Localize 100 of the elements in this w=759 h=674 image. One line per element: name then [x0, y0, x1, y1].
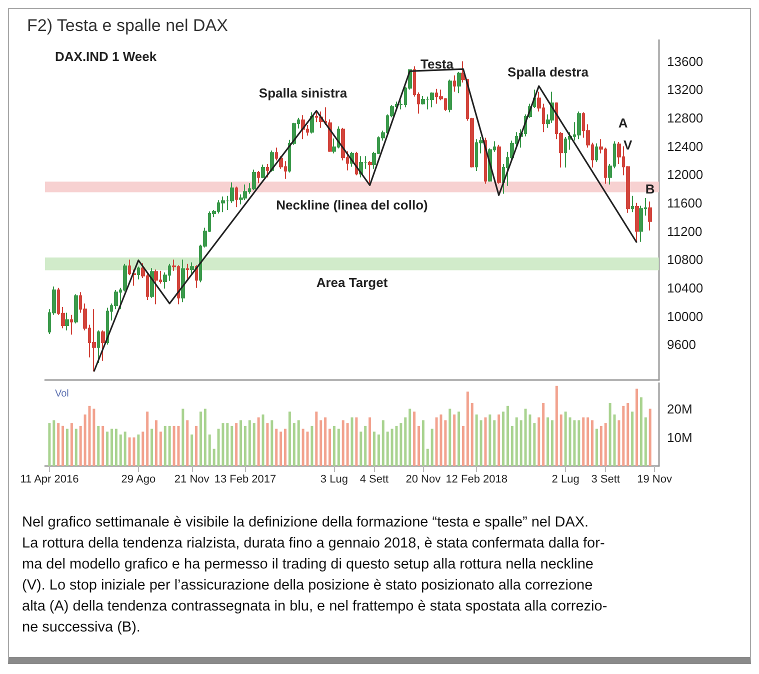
- candlestick: [635, 202, 639, 242]
- y-tick-label: 12800: [667, 110, 704, 126]
- bar: [626, 403, 630, 466]
- bar: [430, 428, 434, 466]
- candlestick: [132, 269, 136, 286]
- bar: [52, 420, 56, 466]
- candlestick: [70, 314, 73, 336]
- bar: [132, 437, 136, 466]
- candlestick: [448, 79, 452, 113]
- candlestick: [261, 164, 265, 179]
- bar: [578, 420, 580, 466]
- y-tick-label: 11200: [667, 224, 702, 239]
- bar: [506, 406, 509, 466]
- bar: [550, 420, 554, 466]
- bar: [498, 414, 500, 466]
- bar: [631, 412, 634, 466]
- bar: [97, 426, 100, 466]
- x-tick-label: 11 Apr 2016: [20, 474, 79, 486]
- candlestick: [252, 169, 256, 191]
- bar: [426, 448, 429, 466]
- candlestick: [288, 139, 291, 173]
- y-tick-label: 10800: [667, 252, 704, 268]
- candlestick: [181, 259, 185, 303]
- candlestick: [430, 92, 434, 108]
- bar: [150, 428, 154, 466]
- bar: [444, 420, 447, 466]
- bar: [510, 426, 514, 466]
- bar: [453, 414, 456, 466]
- bar: [70, 423, 73, 466]
- bar: [154, 420, 158, 466]
- bar: [440, 414, 442, 466]
- bar: [106, 432, 109, 466]
- bar: [137, 434, 140, 466]
- bar: [226, 423, 229, 466]
- band-label: Neckline (linea del collo): [276, 197, 428, 212]
- bar: [280, 432, 282, 466]
- bar: [395, 426, 398, 466]
- candlestick: [310, 112, 314, 134]
- annotation: V: [624, 137, 633, 152]
- bar: [533, 423, 536, 466]
- bar: [542, 403, 545, 466]
- bar: [600, 426, 602, 466]
- bar: [332, 426, 336, 466]
- bar: [342, 420, 344, 466]
- bar: [608, 403, 612, 466]
- bar: [195, 426, 198, 466]
- bar: [92, 408, 96, 466]
- candlestick: [137, 266, 140, 280]
- candlestick: [92, 308, 96, 372]
- bar: [102, 426, 104, 466]
- bar: [462, 426, 464, 466]
- candlestick: [497, 144, 501, 184]
- x-tick-label: 19 Nov: [637, 474, 672, 486]
- x-tick-label: 3 Sett: [591, 474, 620, 486]
- candlestick: [457, 71, 461, 94]
- bar: [257, 417, 260, 466]
- bar: [408, 408, 412, 466]
- candlestick: [453, 74, 456, 92]
- bar: [164, 426, 166, 466]
- bar: [502, 412, 505, 466]
- bar: [159, 432, 162, 466]
- bar: [390, 428, 394, 466]
- bar: [315, 412, 318, 466]
- bar: [648, 408, 652, 466]
- line-series: [93, 68, 638, 372]
- bar: [208, 434, 211, 466]
- bar: [302, 428, 304, 466]
- x-tick-label: 4 Sett: [360, 474, 389, 486]
- bar: [355, 417, 358, 466]
- bar: [368, 417, 372, 466]
- bar: [235, 423, 238, 466]
- bar: [466, 392, 469, 466]
- bar: [458, 412, 460, 466]
- candlestick: [101, 330, 105, 362]
- bar: [168, 426, 171, 466]
- bar: [346, 423, 349, 466]
- bar: [114, 428, 118, 466]
- bar: [337, 428, 340, 466]
- bar: [248, 420, 251, 466]
- y-tick-label: 12400: [667, 138, 704, 154]
- chart-title: F2) Testa e spalle nel DAX: [27, 16, 228, 35]
- bar: [488, 414, 492, 466]
- bar: [288, 412, 291, 466]
- y-tick-label: 12000: [667, 167, 704, 182]
- bar: [377, 434, 380, 466]
- candlestick: [368, 160, 372, 184]
- bar: [538, 417, 540, 466]
- candlestick: [266, 163, 269, 178]
- x-tick-label: 20 Nov: [406, 474, 442, 486]
- bar: [413, 412, 416, 466]
- annotation: A: [618, 116, 628, 130]
- candlestick: [648, 201, 652, 232]
- bar: [404, 417, 407, 466]
- annotation: B: [645, 181, 655, 196]
- x-tick-label: 13 Feb 2017: [214, 474, 276, 486]
- y-tick-label: 11600: [667, 195, 702, 210]
- bar: [146, 412, 149, 466]
- bar: [484, 417, 487, 466]
- y-tick-label: 13200: [667, 82, 704, 98]
- bar: [604, 423, 607, 466]
